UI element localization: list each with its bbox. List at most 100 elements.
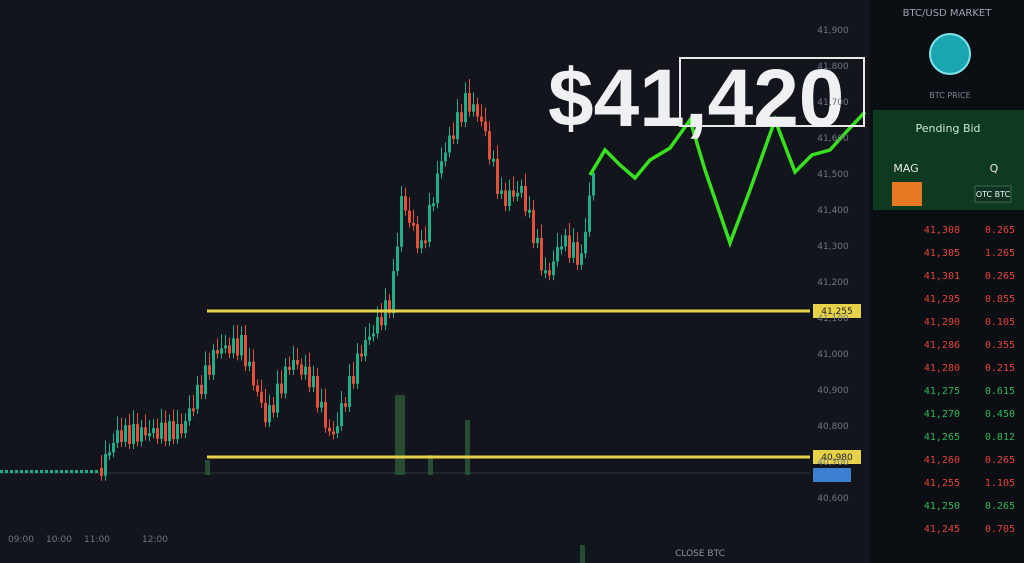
candle — [188, 408, 191, 421]
y-tick-label: 41,800 — [817, 62, 849, 72]
candle — [15, 470, 18, 473]
book-size: 0.265 — [985, 455, 1015, 466]
candle — [244, 335, 247, 367]
candle — [220, 348, 223, 354]
candle — [364, 340, 367, 357]
book-size: 0.450 — [985, 409, 1015, 420]
candle — [70, 470, 73, 473]
trend-line — [588, 110, 867, 249]
candle — [540, 237, 543, 271]
candle — [568, 235, 571, 258]
book-price: 41,245 — [924, 524, 960, 535]
candle — [400, 196, 403, 247]
x-tick-label: 12:00 — [142, 535, 168, 545]
candle — [240, 335, 243, 356]
candle — [164, 422, 167, 442]
candle — [232, 338, 235, 354]
candle — [55, 470, 58, 473]
candle — [100, 468, 103, 476]
book-size: 0.265 — [985, 271, 1015, 282]
candle — [416, 224, 419, 249]
candle — [132, 424, 135, 444]
candle — [448, 135, 451, 153]
candle — [380, 316, 383, 326]
candle — [296, 360, 299, 365]
candle — [388, 300, 391, 314]
y-tick-label: 40,800 — [817, 422, 849, 432]
level-tag — [813, 304, 861, 318]
candle — [464, 93, 467, 122]
book-price: 41,265 — [924, 432, 960, 443]
candle — [496, 158, 499, 194]
candle — [60, 470, 63, 473]
footer: CLOSE BTC — [675, 549, 725, 559]
candle — [300, 364, 303, 375]
candle — [384, 300, 387, 326]
candle — [412, 222, 415, 226]
logo — [929, 33, 971, 75]
volume — [580, 545, 585, 563]
y-tick-label: 41,100 — [817, 314, 849, 324]
y-tick-label: 41,400 — [817, 206, 849, 216]
level-tag — [813, 450, 861, 464]
candle — [120, 430, 123, 442]
candle — [304, 366, 307, 375]
candle — [340, 403, 343, 427]
candle — [424, 240, 427, 244]
book-size: 0.215 — [985, 363, 1015, 374]
candle — [408, 210, 411, 223]
y-tick-label: 40,700 — [817, 458, 849, 468]
candle — [308, 366, 311, 388]
side-panel — [870, 0, 1024, 563]
candle — [200, 384, 203, 395]
volume — [465, 420, 470, 475]
order-book: 41,308 0.265 41,305 1.265 41,301 0.265 41,295 0… — [924, 225, 1015, 535]
candle — [476, 104, 479, 117]
level-label: 40,980 — [821, 453, 853, 463]
candle — [336, 426, 339, 434]
candle — [50, 470, 53, 473]
book-price: 41,250 — [924, 501, 960, 512]
time-axis: 09:00 10:00 11:00 12:00 — [8, 535, 168, 545]
book-price: 41,301 — [924, 271, 960, 282]
candle — [440, 161, 443, 174]
ticker-right: Q — [990, 162, 999, 175]
ticker-left: MAG — [893, 162, 918, 175]
candle — [288, 366, 291, 370]
candle — [392, 271, 395, 314]
book-size: 0.812 — [985, 432, 1015, 443]
y-tick-label: 41,700 — [817, 98, 849, 108]
candle — [204, 365, 207, 395]
big-price: $41,420 — [548, 53, 844, 144]
candle — [116, 430, 119, 443]
book-size: 0.265 — [985, 501, 1015, 512]
candle — [90, 470, 93, 473]
ticker-tag: OTC BTC — [976, 190, 1011, 199]
candle — [520, 185, 523, 193]
candle — [456, 112, 459, 140]
volume — [400, 395, 405, 475]
candle — [588, 195, 591, 232]
candle — [548, 270, 551, 276]
y-tick-label: 41,200 — [817, 278, 849, 288]
candle — [252, 361, 255, 386]
candle — [5, 470, 8, 473]
candle — [544, 270, 547, 274]
candle — [468, 93, 471, 112]
candle — [328, 427, 331, 432]
candle — [124, 425, 127, 442]
y-tick-label: 41,300 — [817, 242, 849, 252]
candle — [75, 470, 78, 473]
candle — [144, 427, 147, 436]
candle — [45, 470, 48, 473]
ticker-button[interactable] — [892, 182, 922, 206]
candle — [372, 333, 375, 337]
y-tick-label: 40,600 — [817, 494, 849, 504]
candle — [376, 316, 379, 334]
candle — [264, 402, 267, 423]
candle — [65, 470, 68, 473]
candle — [128, 425, 131, 444]
candle — [25, 470, 28, 473]
candle — [368, 336, 371, 341]
